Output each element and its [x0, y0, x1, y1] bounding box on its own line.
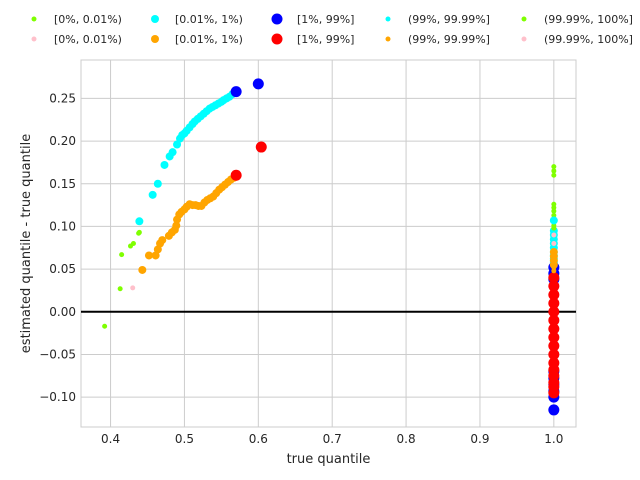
- legend-marker: [271, 13, 283, 25]
- legend-marker: [151, 35, 159, 43]
- data-point: [551, 241, 557, 246]
- data-point: [548, 272, 560, 284]
- data-point: [160, 160, 169, 169]
- data-point: [230, 86, 242, 98]
- data-point: [158, 236, 167, 245]
- legend-entry: [1%, 99%]: [297, 13, 354, 26]
- y-axis-label: estimated quantile - true quantile: [19, 134, 34, 353]
- data-point: [551, 164, 557, 170]
- data-point: [548, 297, 560, 309]
- data-point: [130, 285, 136, 291]
- y-tick-label: 0.00: [49, 305, 76, 319]
- data-point: [153, 179, 162, 188]
- x-tick-label: 1.0: [544, 432, 563, 446]
- legend-entry: (99.99%, 100%]: [544, 13, 633, 26]
- data-point: [548, 289, 560, 301]
- data-point: [548, 314, 560, 326]
- data-point: [548, 387, 560, 399]
- data-point: [551, 258, 557, 264]
- data-point: [230, 169, 242, 181]
- grid-lines: [81, 60, 576, 427]
- data-point: [551, 168, 557, 174]
- legend-entry: [0.01%, 1%): [175, 13, 243, 26]
- y-tick-labels: −0.10 −0.05 0.00 0.05 0.10 0.15 0.20 0.25: [39, 91, 76, 404]
- data-point: [138, 265, 147, 274]
- y-tick-label: 0.10: [49, 219, 76, 233]
- data-point: [255, 141, 267, 153]
- y-tick-label: 0.15: [49, 177, 76, 191]
- plot-area: [80, 59, 577, 428]
- x-tick-label: 0.6: [249, 432, 268, 446]
- legend-entry: [0.01%, 1%): [175, 33, 243, 46]
- legend: [0%, 0.01%) [0.01%, 1%) [1%, 99%] (99%, 99.…: [31, 13, 633, 46]
- data-point: [548, 340, 560, 352]
- data-point: [548, 280, 560, 292]
- data-point: [551, 252, 557, 258]
- legend-marker: [385, 16, 391, 22]
- legend-marker: [521, 36, 527, 42]
- data-point: [551, 212, 557, 218]
- y-tick-label: −0.05: [39, 347, 76, 361]
- legend-marker: [271, 33, 283, 45]
- data-point: [548, 348, 560, 360]
- data-point: [252, 78, 264, 90]
- data-point: [551, 268, 557, 274]
- x-tick-label: 0.5: [175, 432, 194, 446]
- data-point: [548, 404, 560, 416]
- legend-marker: [151, 15, 159, 23]
- x-tick-label: 0.9: [470, 432, 489, 446]
- data-point: [173, 140, 182, 149]
- data-point: [548, 306, 560, 318]
- data-point: [551, 225, 557, 231]
- x-tick-label: 0.4: [101, 432, 120, 446]
- data-point: [172, 221, 181, 230]
- data-point: [144, 251, 153, 260]
- x-tick-label: 0.7: [323, 432, 342, 446]
- legend-marker: [385, 36, 391, 42]
- data-point: [119, 252, 125, 258]
- legend-entry: (99%, 99.99%]: [408, 33, 490, 46]
- legend-entry: (99%, 99.99%]: [408, 13, 490, 26]
- legend-entry: [0%, 0.01%): [54, 13, 122, 26]
- data-point: [548, 331, 560, 343]
- legend-entry: [1%, 99%]: [297, 33, 354, 46]
- y-tick-label: −0.10: [39, 390, 76, 404]
- data-point: [551, 172, 557, 178]
- legend-marker: [31, 36, 37, 42]
- data-point: [136, 229, 142, 235]
- x-tick-label: 0.8: [397, 432, 416, 446]
- data-point: [102, 323, 108, 329]
- legend-entry: (99.99%, 100%]: [544, 33, 633, 46]
- legend-entry: [0%, 0.01%): [54, 33, 122, 46]
- x-tick-labels: 0.4 0.5 0.6 0.7 0.8 0.9 1.0: [101, 432, 563, 446]
- data-point: [130, 241, 136, 246]
- data-point: [117, 286, 123, 292]
- legend-marker: [31, 16, 37, 22]
- y-tick-label: 0.05: [49, 262, 76, 276]
- data-point: [168, 148, 177, 157]
- data-point: [148, 190, 157, 199]
- y-tick-label: 0.25: [49, 91, 76, 105]
- y-tick-label: 0.20: [49, 134, 76, 148]
- legend-marker: [521, 16, 527, 22]
- data-point: [551, 205, 557, 211]
- data-point: [549, 216, 558, 225]
- x-axis-label: true quantile: [287, 452, 371, 467]
- data-point: [135, 217, 144, 226]
- data-point: [551, 232, 557, 238]
- data-point: [548, 323, 560, 335]
- data-points: [102, 78, 560, 416]
